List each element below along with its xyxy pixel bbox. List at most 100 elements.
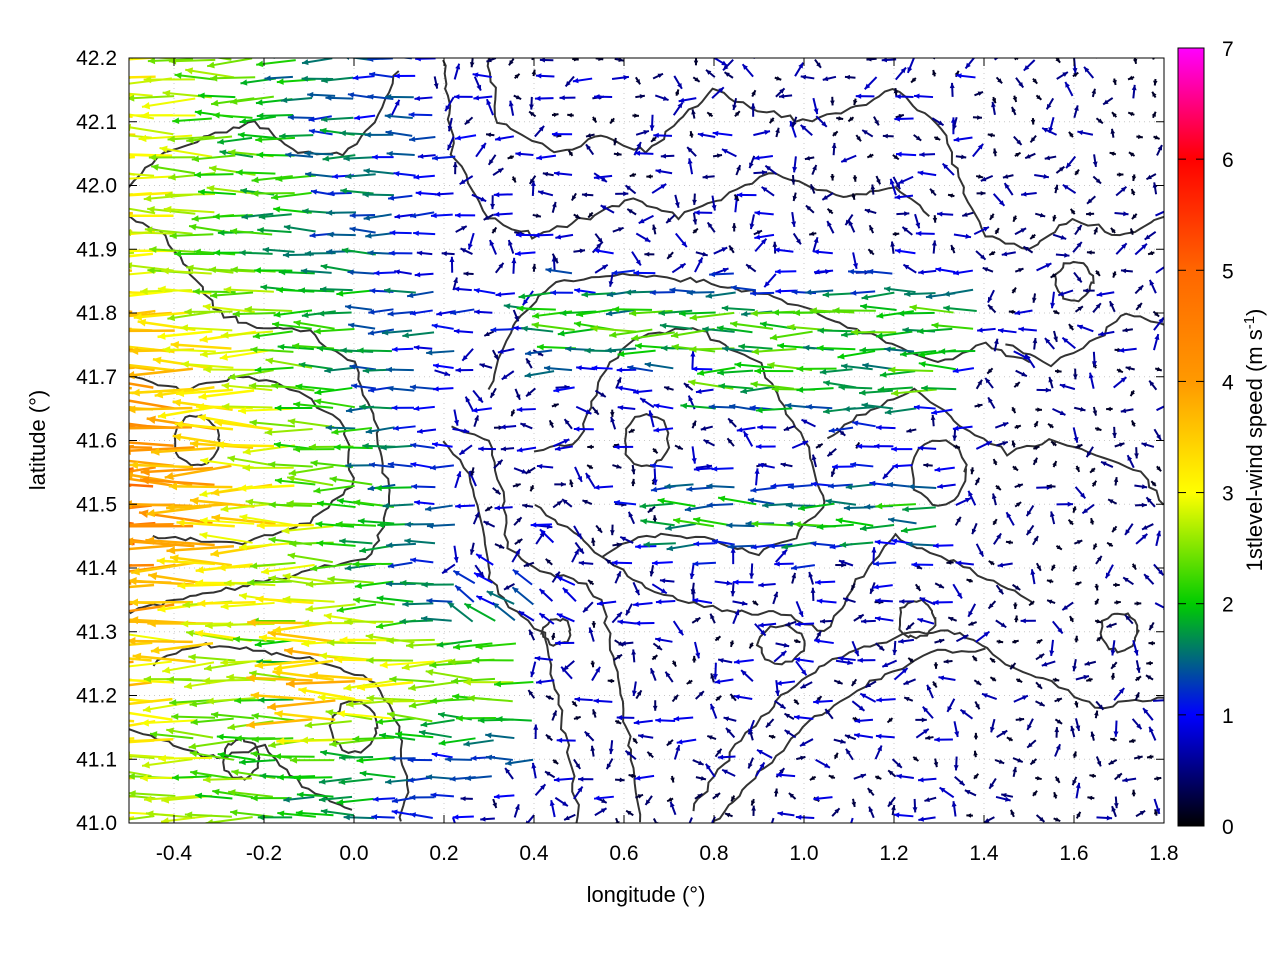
wind-vector xyxy=(425,668,473,681)
wind-vector xyxy=(1109,300,1116,313)
wind-vector xyxy=(673,744,681,760)
wind-vector xyxy=(967,490,977,506)
wind-vector xyxy=(203,365,255,374)
wind-vector xyxy=(941,162,955,176)
wind-vector xyxy=(1081,503,1095,515)
wind-vector xyxy=(551,201,557,213)
wind-vector xyxy=(1088,372,1095,389)
wind-vector xyxy=(327,231,356,238)
wind-vector xyxy=(154,386,215,399)
wind-vector xyxy=(751,347,797,355)
wind-vector xyxy=(1106,541,1114,548)
wind-vector xyxy=(1089,773,1097,779)
wind-vector xyxy=(161,267,212,275)
wind-vector xyxy=(512,309,520,322)
wind-vector xyxy=(631,251,642,266)
wind-vector xyxy=(925,735,934,740)
wind-vector xyxy=(385,129,413,137)
wind-vector xyxy=(858,389,893,396)
wind-vector xyxy=(592,709,597,718)
wind-vector xyxy=(635,94,645,99)
wind-vector xyxy=(1092,154,1098,168)
wind-vector xyxy=(1106,622,1117,628)
wind-vector xyxy=(977,327,996,333)
wind-vector xyxy=(414,95,433,102)
wind-vector xyxy=(246,717,313,729)
wind-vector xyxy=(893,667,909,681)
wind-vector xyxy=(1111,805,1117,818)
wind-vector xyxy=(838,559,854,567)
wind-vector xyxy=(129,291,152,295)
wind-vector xyxy=(305,580,355,588)
wind-vector xyxy=(1001,793,1014,798)
wind-vector xyxy=(409,309,433,316)
wind-vector xyxy=(1029,135,1037,143)
wind-vector xyxy=(197,599,256,608)
wind-vector xyxy=(1092,406,1098,416)
wind-vector xyxy=(1054,368,1062,374)
wind-vector xyxy=(855,134,862,142)
wind-vector xyxy=(164,191,216,199)
wind-vector xyxy=(219,149,254,158)
wind-vector xyxy=(363,213,392,221)
wind-vector xyxy=(190,769,232,780)
wind-vector xyxy=(1107,53,1113,58)
wind-vector xyxy=(929,188,937,197)
wind-vector xyxy=(966,813,973,818)
wind-vector xyxy=(615,777,625,783)
wind-vector xyxy=(258,213,292,220)
wind-vector xyxy=(436,310,455,317)
wind-vector xyxy=(555,640,575,646)
wind-vector xyxy=(1054,776,1061,784)
wind-vector xyxy=(585,143,595,156)
wind-vector xyxy=(553,170,573,177)
wind-vector xyxy=(390,99,401,116)
wind-vector xyxy=(171,713,216,721)
wind-vector xyxy=(1048,116,1055,134)
wind-vector xyxy=(851,640,860,657)
wind-vector xyxy=(525,387,536,398)
wind-vector xyxy=(368,462,395,469)
wind-vector xyxy=(586,464,594,470)
wind-vector xyxy=(817,327,853,334)
wind-vector xyxy=(887,769,897,778)
wind-vector xyxy=(612,542,622,548)
wind-vector xyxy=(1122,327,1133,333)
wind-vector xyxy=(162,661,215,674)
wind-vector xyxy=(287,552,333,564)
wind-vector xyxy=(1035,775,1042,781)
wind-vector xyxy=(129,441,174,447)
wind-vector xyxy=(635,129,650,136)
wind-vector xyxy=(414,499,435,506)
wind-vector xyxy=(873,560,897,567)
wind-vector xyxy=(131,387,194,397)
wind-vector xyxy=(1084,660,1097,666)
wind-vector xyxy=(431,155,456,161)
wind-vector xyxy=(534,655,553,662)
wind-vector xyxy=(605,558,615,567)
wind-vector xyxy=(282,595,335,603)
wind-vector xyxy=(973,679,982,686)
wind-vector xyxy=(936,211,954,217)
wind-vector xyxy=(981,692,998,700)
wind-vector xyxy=(591,116,598,124)
wind-vector xyxy=(556,737,576,743)
wind-vector xyxy=(235,169,276,176)
wind-vector xyxy=(347,322,376,330)
wind-vector xyxy=(254,659,316,670)
wind-vector xyxy=(1148,380,1158,391)
wind-vector xyxy=(691,366,713,372)
wind-vector xyxy=(933,599,953,606)
wind-vector xyxy=(129,598,193,607)
wind-vector xyxy=(1126,454,1135,469)
wind-vector xyxy=(557,328,595,337)
wind-vector xyxy=(576,308,615,318)
wind-vector xyxy=(736,192,757,198)
wind-vector xyxy=(567,149,574,157)
wind-vector xyxy=(516,406,536,413)
wind-vector xyxy=(1072,58,1078,74)
wind-vector xyxy=(1120,408,1134,414)
wind-vector xyxy=(1151,91,1157,99)
wind-vector xyxy=(527,689,536,699)
wind-vector xyxy=(1115,185,1128,197)
